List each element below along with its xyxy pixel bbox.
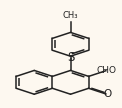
Text: CHO: CHO [97, 66, 117, 75]
Text: S: S [67, 51, 74, 64]
Text: CH₃: CH₃ [63, 11, 78, 20]
Text: O: O [103, 89, 112, 99]
